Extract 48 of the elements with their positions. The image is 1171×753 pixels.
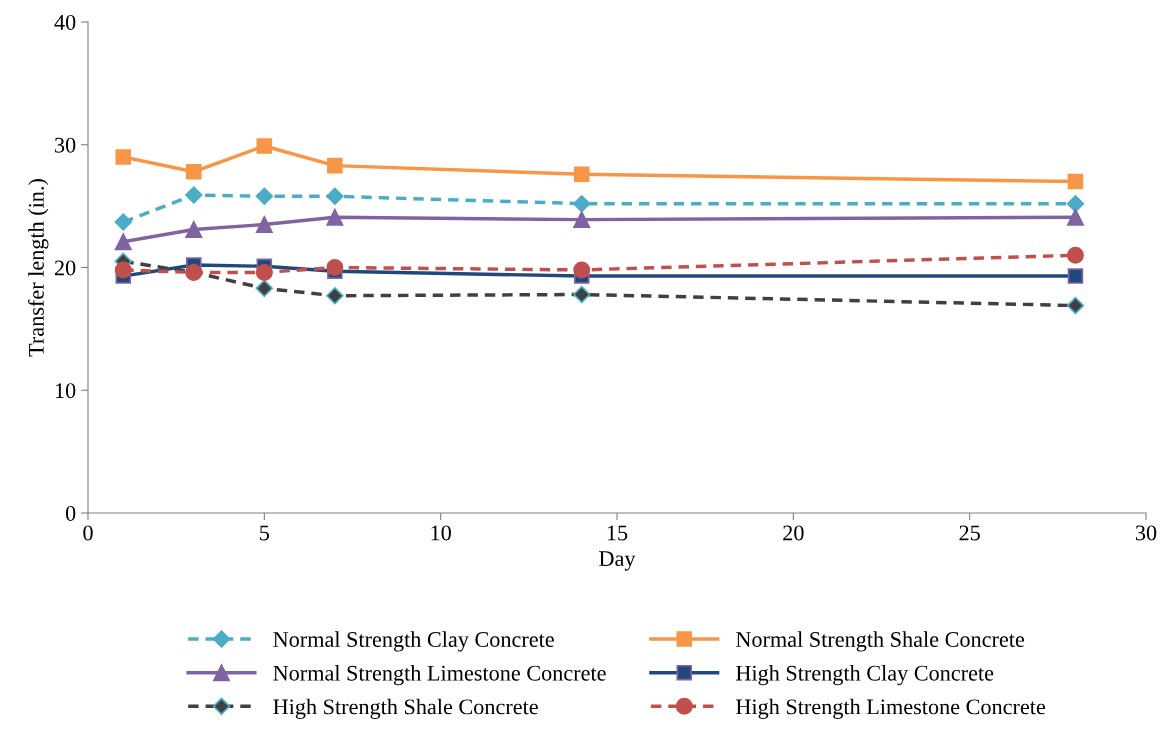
y-tick-label: 20: [54, 260, 76, 276]
point: [327, 157, 343, 174]
legend-label: High Strength Shale Concrete: [273, 698, 538, 719]
y-tick-label: 0: [65, 505, 76, 521]
legend-label: High Strength Clay Concrete: [736, 665, 994, 686]
point: [185, 220, 203, 238]
point: [255, 279, 274, 298]
x-tick-label: 10: [431, 525, 451, 541]
point: [573, 261, 591, 279]
point: [256, 138, 273, 154]
point: [114, 213, 132, 231]
point: [255, 187, 274, 205]
legend-label: Normal Strength Limestone Concrete: [273, 665, 606, 686]
y-tick-label: 40: [54, 14, 76, 30]
point: [1066, 296, 1085, 315]
point: [573, 211, 591, 229]
x-tick-label: 25: [959, 525, 980, 541]
y-tick-label: 10: [55, 383, 76, 399]
x-tick-label: 20: [783, 525, 804, 541]
point: [1066, 208, 1084, 226]
point: [114, 261, 132, 279]
point: [255, 216, 273, 234]
legend-label: Normal Strength Clay Concrete: [273, 631, 554, 652]
point: [326, 287, 344, 305]
point: [326, 187, 344, 205]
legend-label: Normal Strength Shale Concrete: [736, 631, 1025, 652]
point: [573, 285, 591, 304]
y-tick-label: 30: [55, 137, 76, 153]
point: [1067, 173, 1084, 190]
legend-label: High Strength Limestone Concrete: [736, 698, 1046, 719]
point: [573, 194, 591, 213]
point: [1067, 268, 1084, 284]
x-tick-label: 5: [260, 525, 270, 541]
point: [326, 208, 344, 226]
x-tick-label: 15: [607, 525, 628, 541]
x-tick-label: 30: [1135, 525, 1157, 541]
point: [1066, 246, 1084, 264]
point: [114, 233, 132, 251]
point: [115, 149, 132, 165]
point: [255, 263, 273, 281]
point: [573, 166, 590, 182]
x-axis-title: Day: [599, 551, 636, 571]
x-tick-label: 0: [83, 525, 93, 541]
point: [326, 259, 344, 276]
point: [185, 186, 203, 204]
y-axis-title: Transfer length (in.): [27, 179, 49, 357]
point: [186, 163, 202, 180]
point: [1066, 194, 1085, 213]
